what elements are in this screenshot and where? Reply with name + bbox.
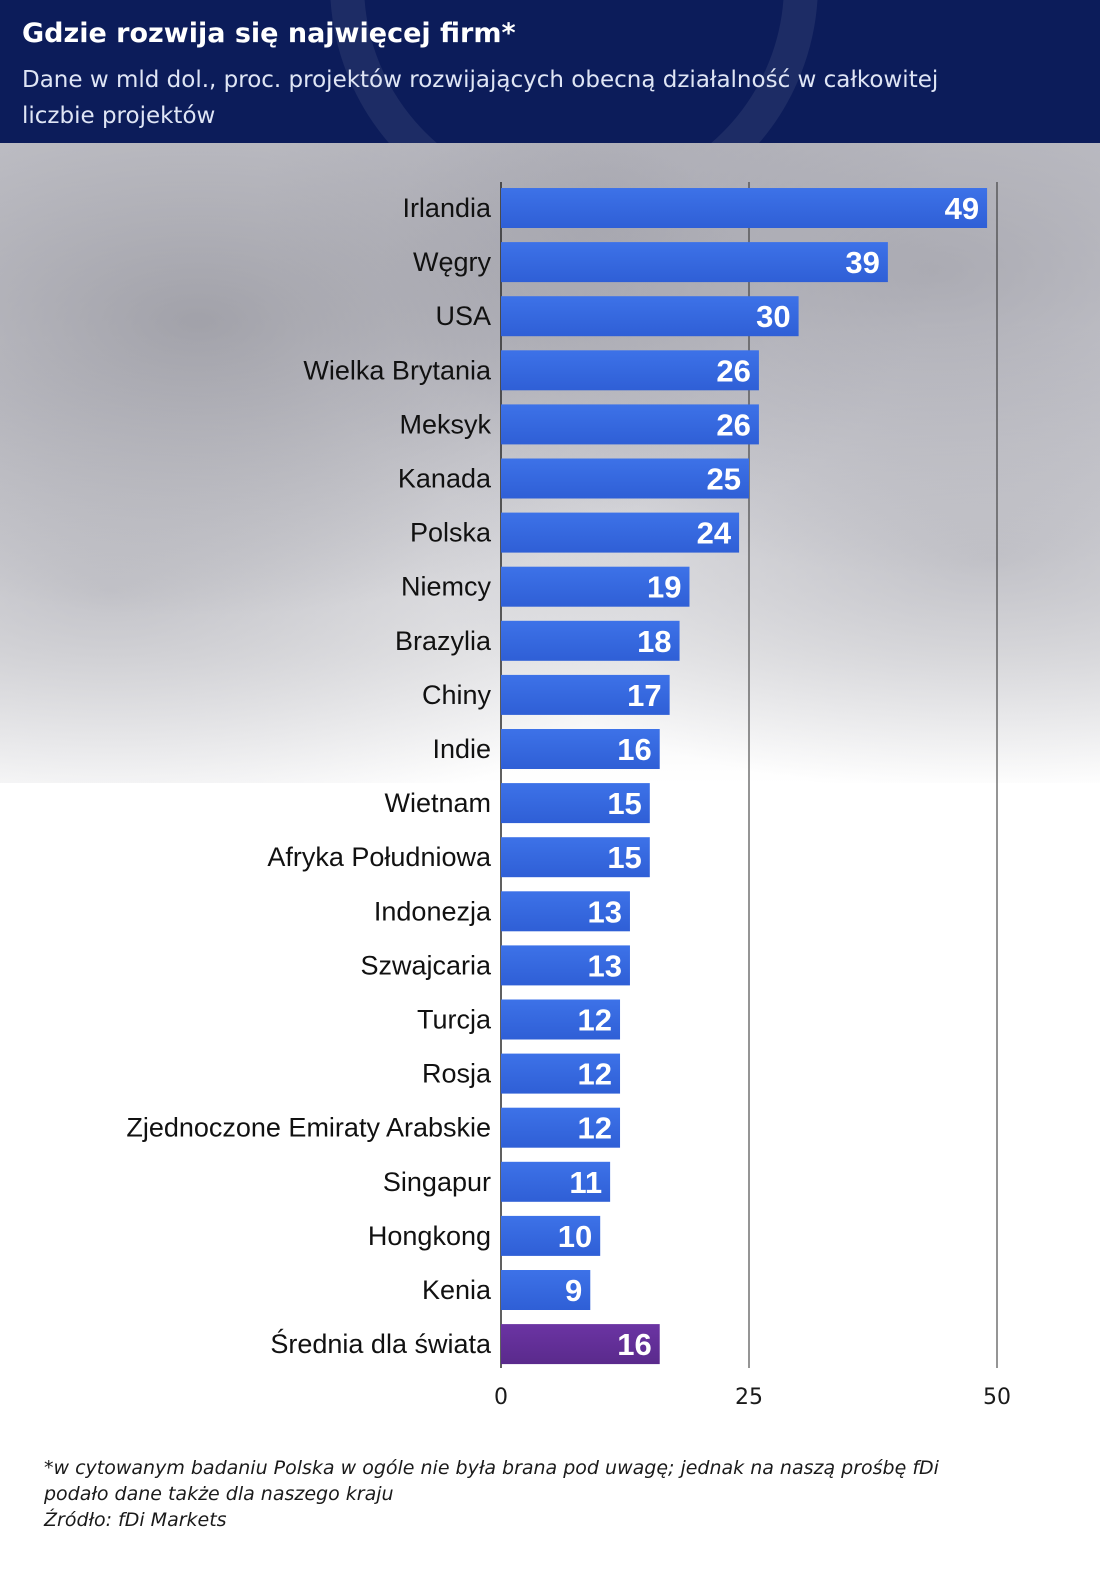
bar bbox=[501, 837, 650, 878]
tick-label: 50 bbox=[983, 1385, 1011, 1410]
chart-header: Gdzie rozwija się najwięcej firm* Dane w… bbox=[0, 0, 1100, 143]
data-label: 12 bbox=[578, 1057, 612, 1092]
bar bbox=[501, 458, 749, 499]
data-label: 17 bbox=[627, 678, 661, 713]
data-label: 26 bbox=[716, 353, 750, 388]
category-label: Afryka Południowa bbox=[267, 842, 492, 872]
category-label: Średnia dla świata bbox=[270, 1327, 492, 1359]
source-note: Źródło: fDi Markets bbox=[44, 1509, 227, 1531]
data-label: 30 bbox=[756, 299, 790, 334]
bar bbox=[501, 1053, 621, 1094]
category-label: Kanada bbox=[398, 464, 492, 494]
category-label: Turcja bbox=[417, 1005, 492, 1035]
bar bbox=[501, 945, 630, 986]
chart-subtitle-line-2: liczbie projektów bbox=[22, 103, 216, 129]
data-label: 11 bbox=[569, 1165, 602, 1200]
data-label: 26 bbox=[716, 407, 750, 442]
bar bbox=[501, 999, 621, 1040]
data-label: 49 bbox=[945, 191, 979, 226]
bar bbox=[501, 1161, 611, 1202]
category-label: Wielka Brytania bbox=[303, 355, 492, 385]
category-label: Kenia bbox=[422, 1275, 492, 1305]
bar bbox=[501, 242, 888, 283]
average-bar bbox=[501, 1324, 660, 1365]
category-label: Irlandia bbox=[402, 193, 492, 223]
category-label: Chiny bbox=[422, 680, 492, 710]
bar bbox=[501, 512, 740, 553]
data-label: 16 bbox=[617, 732, 651, 767]
data-label: 13 bbox=[587, 894, 621, 929]
data-label: 12 bbox=[578, 1111, 612, 1146]
category-label: Rosja bbox=[422, 1059, 492, 1089]
bar bbox=[501, 404, 759, 445]
chart-title: Gdzie rozwija się najwięcej firm* bbox=[22, 18, 516, 49]
bar bbox=[501, 674, 670, 715]
bar bbox=[501, 1270, 591, 1310]
bar bbox=[501, 891, 630, 932]
bar-chart: 0 25 50 Irlandia 49 Węgry 39 USA 30 Wielka Brytan… bbox=[126, 182, 1011, 1410]
data-label: 13 bbox=[587, 948, 621, 983]
chart-subtitle-line-1: Dane w mld dol., proc. projektów rozwija… bbox=[22, 67, 939, 93]
category-label: Wietnam bbox=[384, 788, 491, 818]
bar bbox=[501, 783, 650, 824]
footnote-line-1: *w cytowanym badaniu Polska w ogóle nie … bbox=[44, 1457, 939, 1479]
footnote-line-2: podało dane także dla naszego kraju bbox=[44, 1483, 394, 1505]
bar bbox=[501, 296, 799, 337]
bar bbox=[501, 350, 759, 391]
data-label: 12 bbox=[578, 1003, 612, 1038]
data-label: 15 bbox=[607, 840, 641, 875]
category-label: Meksyk bbox=[399, 409, 491, 439]
data-label: 18 bbox=[637, 624, 671, 659]
bar bbox=[501, 188, 988, 228]
category-label: Węgry bbox=[413, 247, 492, 277]
data-label: 39 bbox=[845, 245, 879, 280]
category-label: Indie bbox=[432, 734, 491, 764]
category-label: USA bbox=[435, 301, 491, 331]
category-label: Indonezja bbox=[374, 896, 492, 926]
footnote: *w cytowanym badaniu Polska w ogóle nie … bbox=[44, 1455, 1064, 1533]
category-label: Singapur bbox=[383, 1167, 491, 1197]
category-label: Niemcy bbox=[401, 572, 492, 602]
data-label: 15 bbox=[607, 786, 641, 821]
data-label: 16 bbox=[617, 1327, 651, 1362]
data-label: 19 bbox=[647, 570, 681, 605]
chart-subtitle: Dane w mld dol., proc. projektów rozwija… bbox=[22, 62, 1072, 134]
category-label: Zjednoczone Emiraty Arabskie bbox=[126, 1113, 491, 1143]
tick-label: 0 bbox=[494, 1385, 508, 1410]
data-label: 9 bbox=[565, 1273, 582, 1308]
category-label: Brazylia bbox=[395, 626, 492, 656]
data-label: 24 bbox=[697, 516, 732, 551]
category-label: Szwajcaria bbox=[360, 950, 492, 980]
bar bbox=[501, 1107, 621, 1148]
data-label: 10 bbox=[558, 1219, 592, 1254]
category-label: Polska bbox=[410, 518, 492, 548]
bar bbox=[501, 729, 660, 769]
bar bbox=[501, 1215, 601, 1256]
data-label: 25 bbox=[707, 462, 741, 497]
tick-label: 25 bbox=[735, 1385, 763, 1410]
category-label: Hongkong bbox=[368, 1221, 491, 1251]
bar bbox=[501, 620, 680, 661]
bar bbox=[501, 566, 690, 607]
